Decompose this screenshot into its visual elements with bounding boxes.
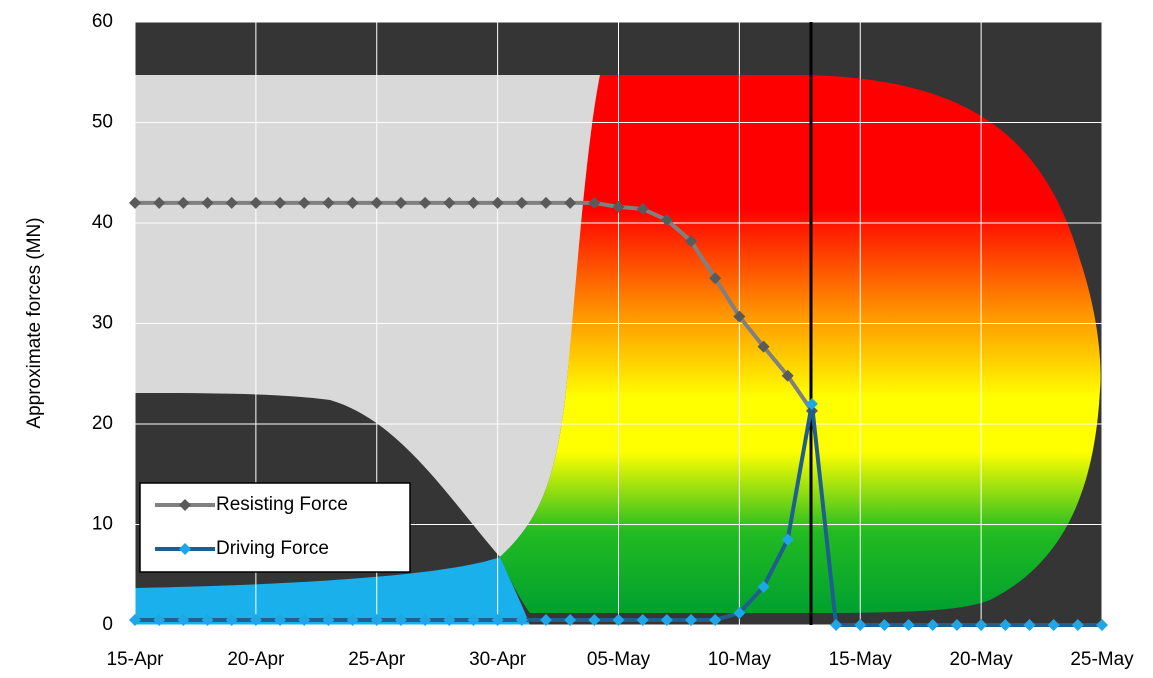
data-point bbox=[419, 613, 432, 626]
data-point bbox=[612, 200, 625, 213]
data-point bbox=[781, 533, 794, 546]
data-point bbox=[564, 196, 577, 209]
legend-items: Resisting Force Driving Force bbox=[155, 494, 348, 559]
data-point bbox=[588, 196, 601, 209]
data-point bbox=[830, 619, 843, 631]
x-tick-label: 05-May bbox=[587, 649, 651, 670]
data-point bbox=[709, 613, 722, 626]
data-point bbox=[491, 196, 504, 209]
data-point bbox=[467, 613, 480, 626]
x-tick-label: 10-May bbox=[708, 649, 772, 670]
x-tick-label: 20-May bbox=[949, 649, 1013, 670]
legend-label: Driving Force bbox=[216, 538, 329, 559]
y-tick-label: 40 bbox=[92, 212, 113, 233]
data-point bbox=[129, 196, 141, 209]
data-point bbox=[394, 613, 407, 626]
x-tick-label: 25-Apr bbox=[348, 649, 406, 670]
data-point bbox=[805, 397, 818, 410]
data-point bbox=[419, 196, 432, 209]
data-point bbox=[298, 196, 311, 209]
data-point bbox=[926, 619, 939, 631]
data-point bbox=[709, 272, 722, 285]
data-point bbox=[733, 606, 746, 619]
legend-label: Resisting Force bbox=[216, 494, 348, 515]
data-point bbox=[1096, 619, 1108, 631]
data-point bbox=[153, 613, 166, 626]
data-point bbox=[588, 613, 601, 626]
low-zone bbox=[135, 557, 530, 625]
data-point bbox=[612, 613, 625, 626]
data-point bbox=[660, 613, 673, 626]
data-point bbox=[491, 613, 504, 626]
data-point bbox=[878, 619, 891, 631]
data-point bbox=[322, 196, 335, 209]
y-tick-label: 0 bbox=[102, 614, 113, 635]
data-point bbox=[539, 613, 552, 626]
data-point bbox=[225, 196, 238, 209]
data-point bbox=[757, 580, 770, 593]
data-point bbox=[201, 196, 214, 209]
data-point bbox=[636, 202, 649, 215]
safe-zone bbox=[135, 75, 600, 557]
data-point bbox=[564, 613, 577, 626]
data-point bbox=[129, 613, 141, 626]
data-point bbox=[1023, 619, 1036, 631]
y-tick-label: 30 bbox=[92, 313, 113, 334]
risk-zone bbox=[500, 75, 1101, 613]
x-tick-label: 20-Apr bbox=[227, 649, 285, 670]
y-tick-label: 20 bbox=[92, 413, 113, 434]
data-point bbox=[322, 613, 335, 626]
data-point bbox=[443, 196, 456, 209]
data-point bbox=[854, 619, 867, 631]
data-point bbox=[298, 613, 311, 626]
data-point bbox=[249, 613, 262, 626]
x-tick-label: 30-Apr bbox=[469, 649, 527, 670]
data-point bbox=[370, 196, 383, 209]
x-tick-label: 15-Apr bbox=[106, 649, 164, 670]
data-point bbox=[950, 619, 963, 631]
legend-marker bbox=[179, 543, 191, 555]
data-point bbox=[685, 235, 698, 248]
y-tick-label: 60 bbox=[92, 11, 113, 32]
data-point bbox=[999, 619, 1012, 631]
data-point bbox=[757, 340, 770, 353]
data-point bbox=[274, 196, 287, 209]
data-point bbox=[660, 213, 673, 226]
data-point bbox=[467, 196, 480, 209]
data-point bbox=[201, 613, 214, 626]
y-tick-label: 10 bbox=[92, 514, 113, 535]
data-point bbox=[346, 196, 359, 209]
data-point bbox=[177, 613, 190, 626]
data-point bbox=[1047, 619, 1060, 631]
data-point bbox=[539, 196, 552, 209]
data-point bbox=[515, 196, 528, 209]
data-point bbox=[975, 619, 988, 631]
data-point bbox=[902, 619, 915, 631]
data-point bbox=[685, 613, 698, 626]
x-tick-label: 25-May bbox=[1070, 649, 1134, 670]
legend bbox=[139, 482, 411, 573]
data-point bbox=[370, 613, 383, 626]
data-point bbox=[515, 613, 528, 626]
data-point bbox=[443, 613, 456, 626]
data-point bbox=[733, 310, 746, 323]
data-point bbox=[346, 613, 359, 626]
y-tick-label: 50 bbox=[92, 112, 113, 133]
data-point bbox=[249, 196, 262, 209]
series bbox=[129, 196, 1108, 631]
data-point bbox=[177, 196, 190, 209]
data-point bbox=[394, 196, 407, 209]
data-point bbox=[153, 196, 166, 209]
y-axis-label: Approximate forces (MN) bbox=[24, 217, 45, 428]
data-point bbox=[1071, 619, 1084, 631]
data-point bbox=[225, 613, 238, 626]
data-point bbox=[636, 613, 649, 626]
legend-marker bbox=[179, 499, 191, 511]
grid bbox=[134, 21, 1103, 626]
x-tick-label: 15-May bbox=[829, 649, 893, 670]
data-point bbox=[781, 369, 794, 382]
data-point bbox=[274, 613, 287, 626]
